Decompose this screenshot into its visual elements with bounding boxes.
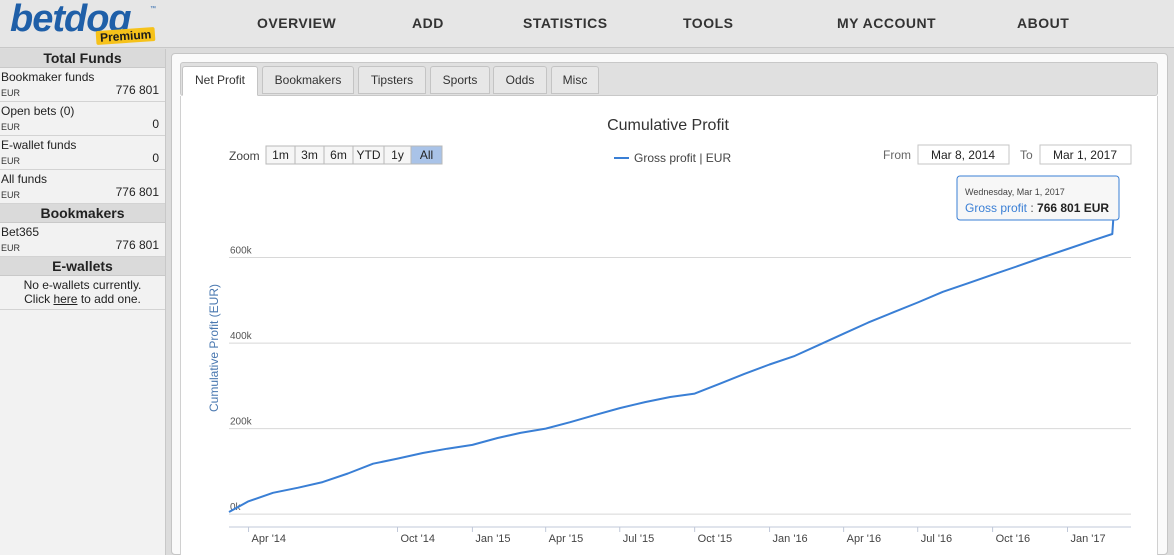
zoom-button-label: 6m <box>330 148 347 162</box>
zoom-label: Zoom <box>229 149 260 163</box>
nav-my-account[interactable]: MY ACCOUNT <box>837 15 937 31</box>
funds-row-open-bets: Open bets (0) EUR 0 <box>0 102 165 136</box>
x-tick-label: Jan '17 <box>1071 533 1106 545</box>
betdoq-logo[interactable]: betdoq ™ Premium <box>8 0 158 48</box>
ewallets-note: No e-wallets currently. Click here to ad… <box>0 276 165 310</box>
x-tick-label: Apr '15 <box>549 533 584 545</box>
funds-row-all: All funds EUR 776 801 <box>0 170 165 204</box>
x-tick-label: Oct '16 <box>996 533 1031 545</box>
zoom-button-label: 1y <box>391 148 404 162</box>
funds-value: 0 <box>152 117 159 131</box>
x-tick-label: Jan '15 <box>475 533 510 545</box>
tab-misc[interactable]: Misc <box>551 66 599 94</box>
x-tick-label: Jan '16 <box>773 533 808 545</box>
funds-label: All funds <box>1 172 48 186</box>
tab-tipsters[interactable]: Tipsters <box>358 66 426 94</box>
funds-row-ewallet: E-wallet funds EUR 0 <box>0 136 165 170</box>
nav-tools[interactable]: TOOLS <box>683 15 734 31</box>
zoom-button-all[interactable] <box>410 145 443 165</box>
legend-label[interactable]: Gross profit | EUR <box>634 151 731 165</box>
funds-label: E-wallet funds <box>1 138 77 152</box>
y-tick-label: 400k <box>230 331 253 342</box>
ewallets-note-suffix: to add one. <box>77 292 141 306</box>
tab-bookmakers[interactable]: Bookmakers <box>262 66 354 94</box>
zoom-buttons: 1m 3m 6m YTD 1y All <box>265 145 443 165</box>
chart-area <box>180 96 1158 555</box>
to-date-input[interactable] <box>1039 144 1132 165</box>
x-tick-label: Oct '15 <box>698 533 733 545</box>
tooltip-date: Wednesday, Mar 1, 2017 <box>965 187 1065 197</box>
x-tick-label: Jul '16 <box>921 533 952 545</box>
ewallets-heading: E-wallets <box>0 257 165 276</box>
bookmaker-label: Bet365 <box>1 225 40 239</box>
x-tick-label: Apr '14 <box>252 533 287 545</box>
zoom-button-label: All <box>420 148 433 162</box>
ewallets-note-line2: Click here to add one. <box>0 292 165 306</box>
total-funds-heading: Total Funds <box>0 49 165 68</box>
logo-trademark: ™ <box>150 6 156 12</box>
y-tick-label: 200k <box>230 417 253 428</box>
funds-currency: EUR <box>1 156 21 166</box>
x-tick-label: Oct '14 <box>401 533 436 545</box>
funds-label: Bookmaker funds <box>1 70 95 84</box>
tooltip-value: 766 801 EUR <box>1037 201 1109 215</box>
stats-tabs: Net Profit Bookmakers Tipsters Sports Od… <box>180 62 1158 96</box>
x-tick-label: Apr '16 <box>847 533 882 545</box>
y-tick-label: 600k <box>230 246 253 257</box>
funds-value: 776 801 <box>115 185 159 199</box>
to-date-value: Mar 1, 2017 <box>1053 148 1117 162</box>
chart-title: Cumulative Profit <box>607 117 729 134</box>
sidebar: Total Funds Bookmaker funds EUR 776 801 … <box>0 49 166 555</box>
tooltip-box <box>956 175 1120 221</box>
tooltip-value-line: Gross profit : 766 801 EUR <box>965 201 1109 215</box>
bookmaker-currency: EUR <box>1 243 21 253</box>
from-label: From <box>883 148 911 162</box>
funds-currency: EUR <box>1 122 21 132</box>
from-date-value: Mar 8, 2014 <box>931 148 995 162</box>
tab-odds[interactable]: Odds <box>493 66 547 94</box>
chart-tooltip: Wednesday, Mar 1, 2017 Gross profit : 76… <box>956 175 1120 221</box>
tab-net-profit[interactable]: Net Profit <box>182 66 258 96</box>
funds-currency: EUR <box>1 190 21 200</box>
ewallets-note-line1: No e-wallets currently. <box>23 278 142 292</box>
y-axis-title: Cumulative Profit (EUR) <box>207 284 221 412</box>
x-tick-label: Jul '15 <box>623 533 654 545</box>
main-panel: Net Profit Bookmakers Tipsters Sports Od… <box>171 53 1168 555</box>
nav-statistics[interactable]: STATISTICS <box>523 15 608 31</box>
funds-value: 0 <box>152 151 159 165</box>
tab-sports[interactable]: Sports <box>430 66 490 94</box>
nav-add[interactable]: ADD <box>412 15 444 31</box>
from-date-input[interactable] <box>917 144 1010 165</box>
nav-overview[interactable]: OVERVIEW <box>257 15 337 31</box>
funds-label: Open bets (0) <box>1 104 75 118</box>
bookmaker-row-bet365[interactable]: Bet365 EUR 776 801 <box>0 223 165 257</box>
bookmaker-value: 776 801 <box>115 238 159 252</box>
to-label: To <box>1020 148 1033 162</box>
ewallets-note-prefix: Click <box>24 292 54 306</box>
nav-about[interactable]: ABOUT <box>1017 15 1070 31</box>
series-line-gross-profit[interactable] <box>228 186 1117 513</box>
zoom-button-label: 3m <box>301 148 318 162</box>
add-ewallet-link[interactable]: here <box>53 292 78 306</box>
bookmakers-heading: Bookmakers <box>0 204 165 223</box>
tooltip-series: Gross profit <box>965 201 1028 215</box>
zoom-button-label: 1m <box>272 148 289 162</box>
funds-row-bookmaker: Bookmaker funds EUR 776 801 <box>0 68 165 102</box>
funds-value: 776 801 <box>115 83 159 97</box>
funds-currency: EUR <box>1 88 21 98</box>
top-header: betdoq ™ Premium OVERVIEW ADD STATISTICS… <box>0 0 1174 48</box>
zoom-button-label: YTD <box>357 148 381 162</box>
